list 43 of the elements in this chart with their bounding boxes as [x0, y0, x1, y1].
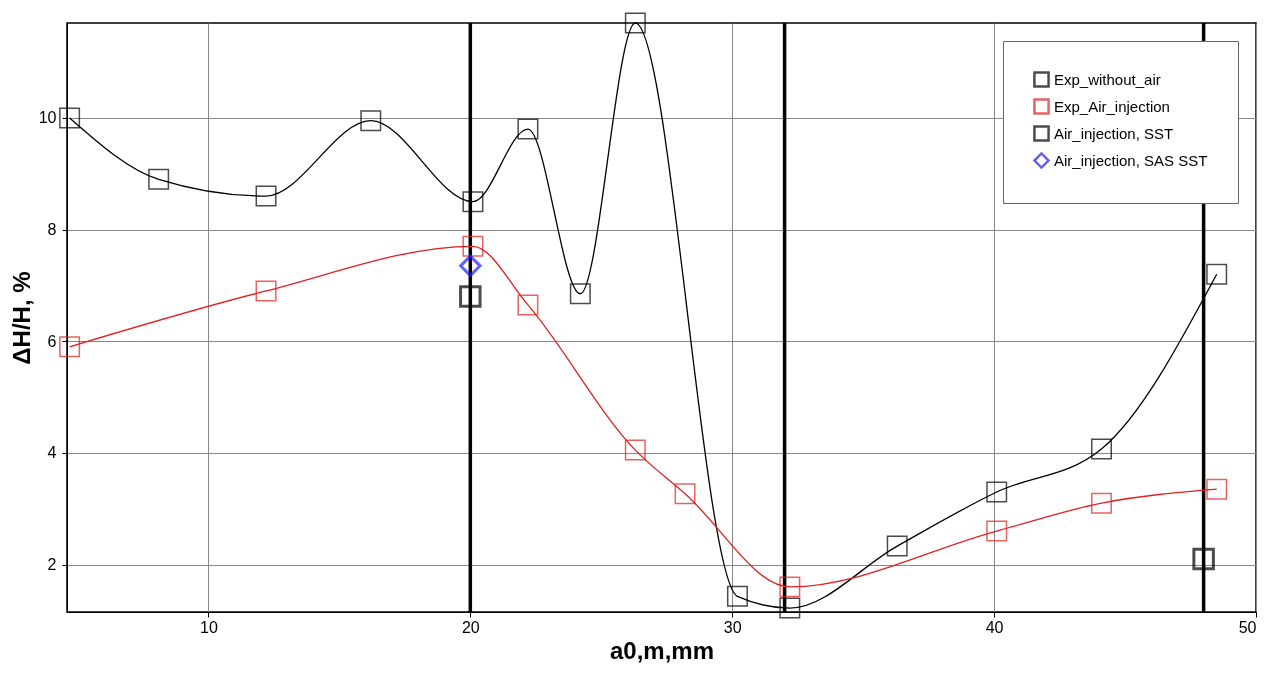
point	[59, 107, 81, 129]
point	[462, 191, 484, 213]
point	[624, 12, 646, 34]
legend-label: Exp_without_air	[1054, 70, 1161, 88]
point	[255, 185, 277, 207]
point	[255, 280, 277, 302]
x-tick-label: 30	[723, 618, 742, 636]
point	[59, 336, 81, 358]
point	[1206, 478, 1228, 500]
point	[462, 235, 484, 257]
y-tick-label: 8	[47, 221, 57, 239]
x-tick-label: 40	[985, 618, 1004, 636]
y-tick-label: 2	[47, 556, 57, 574]
y-axis-title: ΔH/H, %	[7, 271, 35, 365]
point	[779, 597, 801, 619]
point	[1090, 438, 1112, 460]
y-tick-label: 6	[47, 332, 57, 350]
point	[1192, 547, 1215, 571]
point	[459, 285, 482, 308]
legend-label: Air_injection, SST	[1054, 124, 1174, 142]
x-axis-title: a0,m,mm	[609, 636, 715, 664]
point	[624, 439, 646, 461]
point	[517, 118, 539, 140]
point	[569, 283, 591, 305]
y-tick-label: 10	[38, 109, 57, 127]
point	[459, 254, 482, 278]
x-tick-label: 10	[200, 618, 218, 636]
point	[779, 576, 801, 598]
point	[517, 294, 539, 316]
point	[886, 535, 908, 557]
point	[986, 520, 1008, 542]
y-tick-label: 4	[47, 444, 57, 462]
legend-label: Air_injection, SAS SST	[1054, 151, 1208, 169]
legend-label: Exp_Air_injection	[1054, 97, 1170, 115]
point	[360, 110, 382, 132]
point	[674, 483, 696, 505]
x-tick-label: 50	[1238, 618, 1257, 636]
x-tick-label: 20	[461, 618, 480, 636]
point	[726, 585, 748, 607]
point	[148, 168, 170, 190]
point	[1090, 492, 1112, 514]
point	[1206, 263, 1228, 285]
point	[986, 481, 1008, 503]
